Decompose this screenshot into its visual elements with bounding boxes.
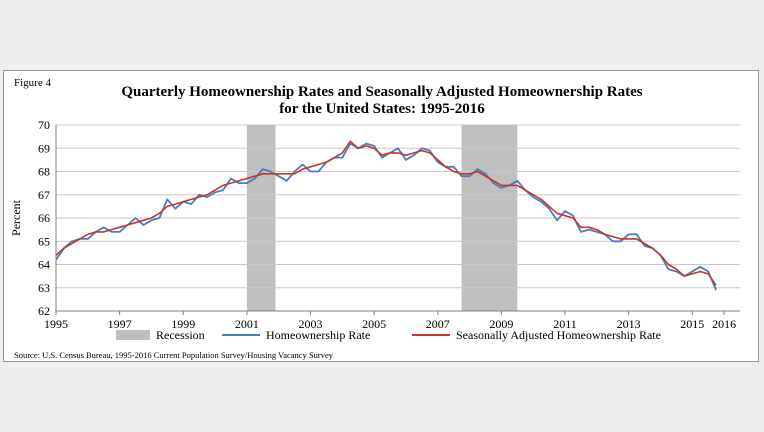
- x-tick-label: 2009: [489, 317, 513, 331]
- y-tick-label: 68: [38, 165, 50, 179]
- legend-label: Homeownership Rate: [266, 328, 370, 342]
- x-tick-label: 1999: [171, 317, 195, 331]
- series-line-homeownership-rate: [55, 142, 717, 291]
- x-tick-label: 2003: [299, 317, 323, 331]
- y-tick-label: 64: [38, 258, 50, 272]
- y-tick-label: 70: [38, 118, 50, 132]
- y-tick-label: 65: [38, 234, 50, 248]
- x-tick-label: 2016: [712, 317, 736, 331]
- figure-label: Figure 4: [14, 77, 51, 89]
- figure-frame: Figure 4 Quarterly Homeownership Rates a…: [3, 70, 759, 362]
- x-tick-label: 1995: [44, 317, 68, 331]
- x-tick-label: 2013: [617, 317, 641, 331]
- y-tick-label: 67: [38, 188, 50, 202]
- y-tick-label: 62: [38, 304, 50, 318]
- source-note: Source: U.S. Census Bureau, 1995-2016 Cu…: [14, 350, 334, 360]
- chart-title: Quarterly Homeownership Rates and Season…: [121, 84, 643, 100]
- x-tick-label: 2011: [553, 317, 577, 331]
- x-tick-label: 2007: [426, 317, 450, 331]
- y-axis-label: Percent: [9, 199, 23, 236]
- homeownership-chart: 62 63 64 65 66 67 68 69 70 1995 1997 1999 2001 2003 20…: [9, 118, 740, 342]
- x-tick-label: 2015: [680, 317, 704, 331]
- y-tick-label: 66: [38, 211, 50, 225]
- series-line-seasonally-adjusted-rate: [55, 140, 717, 286]
- legend-label: Seasonally Adjusted Homeownership Rate: [456, 328, 661, 342]
- x-tick-label: 1997: [108, 317, 132, 331]
- y-tick-label: 63: [38, 281, 50, 295]
- legend-swatch-recession: [116, 330, 150, 340]
- legend-label: Recession: [156, 328, 205, 342]
- y-tick-label: 69: [38, 141, 50, 155]
- x-tick-label: 2005: [362, 317, 386, 331]
- x-tick-label: 2001: [235, 317, 259, 331]
- chart-subtitle: for the United States: 1995-2016: [279, 101, 485, 117]
